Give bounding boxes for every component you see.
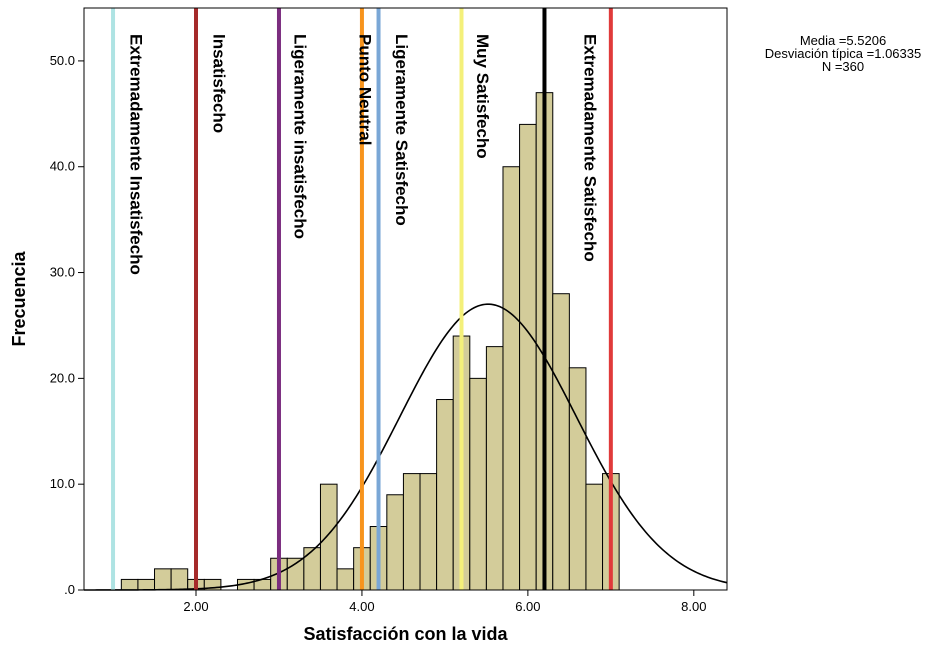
histogram-bar [154,568,172,591]
histogram-bar [386,494,404,591]
stats-n: N =360 [821,59,865,74]
histogram-bar [170,568,189,591]
histogram-bar [568,367,587,591]
x-tick-label: 2.00 [183,599,208,614]
histogram-bar [419,473,438,591]
normal-curve [84,303,728,591]
x-axis-title: Satisfacción con la vida [303,624,508,644]
y-tick-label: 50.0 [50,53,75,68]
plot-layer: Extremadamente Insatisfecho Insatisfecho L… [9,7,728,644]
y-tick-label: 20.0 [50,370,75,385]
histogram-bar [502,166,521,591]
y-tick-label: 40.0 [50,159,75,174]
y-tick-label: 30.0 [50,265,75,280]
histogram-bar [120,578,139,591]
histogram-bar [469,377,487,591]
histogram-bar [436,399,454,591]
histogram-bar [402,473,421,591]
plot-frame [83,7,728,591]
y-tick-label: .0 [64,582,75,597]
histogram-bar [552,293,570,591]
reference-label: Punto Neutral [355,34,374,145]
stats-box: Media =5.5206 Desviación típica =1.06335… [738,34,948,73]
x-tick-label: 6.00 [515,599,540,614]
histogram-bar [137,578,156,591]
histogram-bar [336,568,355,591]
reference-label: Insatisfecho [210,34,229,133]
histogram-bar [319,483,338,591]
x-tick-label: 8.00 [681,599,706,614]
stats-sd: Desviación típica =1.06335 [764,46,922,61]
reference-label: Ligeramente Satisfecho [392,34,411,226]
histogram-bar [519,123,537,591]
reference-label: Ligeramente insatisfecho [290,34,309,239]
histogram-bar [303,547,321,591]
reference-label: Muy Satisfecho [473,34,492,159]
y-axis-title: Frecuencia [9,250,29,346]
y-tick-label: 10.0 [50,476,75,491]
x-tick-label: 4.00 [349,599,374,614]
histogram-bar [485,346,504,591]
stats-mean: Media =5.5206 [799,33,887,48]
reference-label: Extremadamente Satisfecho [580,34,599,262]
histogram-bar [585,483,604,591]
reference-label: Extremadamente Insatisfecho [127,34,146,275]
